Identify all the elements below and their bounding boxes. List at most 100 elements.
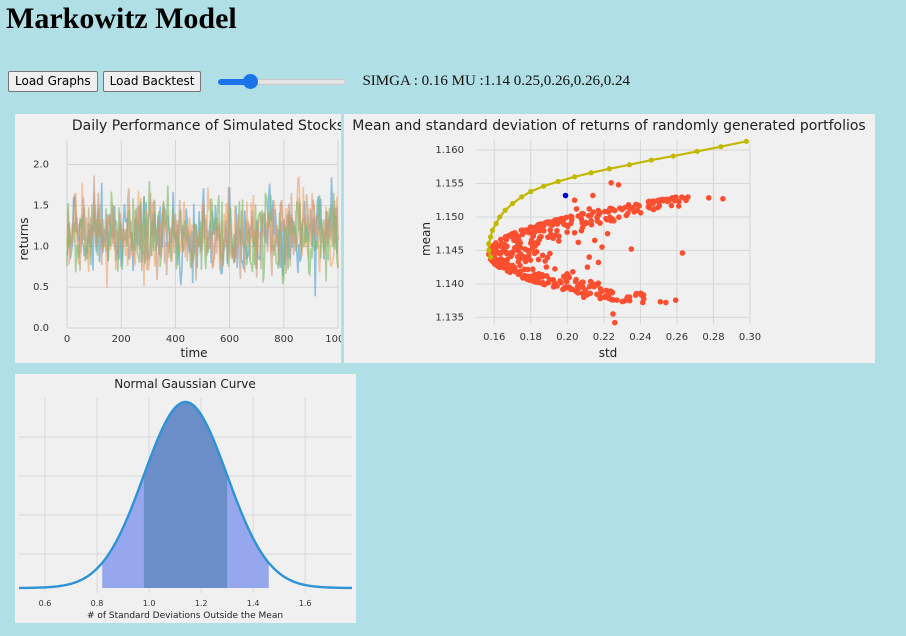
x-tick-label: 400	[166, 334, 185, 345]
y-axis-label: returns	[17, 218, 31, 261]
portfolio-point	[628, 246, 635, 252]
frontier-point	[488, 254, 494, 260]
portfolio-point	[637, 209, 644, 216]
x-axis-label: std	[599, 346, 618, 360]
frontier-point	[694, 148, 700, 154]
portfolio-point	[591, 283, 597, 290]
frontier-point	[519, 194, 525, 200]
y-tick-label: 1.150	[435, 212, 464, 223]
sigma-mu-readout: SIMGA : 0.16 MU :1.14 0.25,0.26,0.26,0.2…	[362, 72, 630, 89]
portfolio-point	[625, 202, 632, 208]
load-backtest-button[interactable]: Load Backtest	[102, 70, 202, 92]
portfolio-point	[685, 194, 691, 200]
portfolio-point	[660, 196, 667, 203]
frontier-point	[502, 207, 508, 213]
sigma-slider[interactable]	[218, 71, 347, 91]
frontier-point	[743, 138, 749, 144]
portfolio-point	[515, 258, 522, 265]
portfolio-point	[620, 298, 627, 305]
portfolio-point	[590, 209, 597, 215]
x-tick-label: 0.8	[91, 599, 104, 608]
portfolio-point	[503, 259, 510, 266]
portfolio-point	[535, 256, 542, 263]
y-tick-label: 1.135	[435, 312, 464, 323]
portfolio-point	[547, 227, 553, 233]
x-tick-label: 0.20	[556, 332, 578, 343]
portfolio-point	[493, 240, 499, 246]
portfolio-point	[608, 180, 614, 186]
portfolio-point	[617, 205, 623, 211]
portfolio-point	[535, 240, 541, 247]
portfolio-point	[612, 319, 618, 326]
slider-fill	[218, 79, 255, 85]
portfolio-point	[527, 224, 534, 230]
portfolio-point	[529, 245, 536, 252]
portfolio-point	[556, 238, 562, 244]
portfolio-point	[591, 237, 598, 244]
portfolio-point	[539, 280, 546, 287]
frontier-point	[493, 221, 499, 227]
portfolio-point	[602, 294, 608, 301]
y-tick-label: 1.155	[435, 178, 464, 189]
gaussian-curve	[19, 400, 352, 590]
portfolio-point	[594, 291, 600, 298]
slider-thumb[interactable]	[243, 74, 259, 89]
load-graphs-button[interactable]: Load Graphs	[8, 70, 98, 92]
portfolio-point	[656, 199, 662, 205]
portfolio-point	[491, 249, 497, 256]
x-tick-label: 1.4	[247, 599, 260, 608]
x-tick-label: 200	[112, 334, 131, 345]
portfolio-point	[575, 239, 582, 246]
x-tick-label: 0.6	[39, 599, 52, 608]
portfolio-point	[561, 273, 567, 280]
portfolio-point	[624, 294, 631, 300]
portfolio-point	[585, 212, 592, 219]
portfolio-point	[556, 233, 562, 239]
portfolio-point	[609, 289, 616, 296]
portfolio-point	[500, 247, 506, 254]
chart-title: Normal Gaussian Curve	[114, 377, 256, 391]
x-tick-label: 1.2	[195, 599, 208, 608]
frontier-point	[497, 214, 503, 220]
portfolio-point	[720, 195, 726, 202]
portfolio-point	[603, 287, 610, 294]
portfolio-point	[679, 250, 686, 256]
portfolio-scatter-panel: Mean and standard deviation of returns o…	[344, 114, 875, 363]
y-tick-label: 1.160	[435, 145, 464, 156]
frontier-point	[555, 178, 561, 185]
std-band-area	[143, 402, 228, 588]
portfolio-point	[599, 288, 605, 295]
portfolio-point	[616, 214, 622, 220]
y-axis-label: mean	[419, 222, 433, 256]
portfolio-point	[663, 299, 669, 306]
x-axis-label: time	[180, 346, 207, 360]
portfolio-point	[595, 207, 602, 214]
portfolio-point	[537, 234, 543, 241]
x-axis-label: # of Standard Deviations Outside the Mea…	[87, 611, 283, 621]
portfolio-point	[523, 273, 530, 280]
portfolio-point	[640, 296, 647, 302]
x-tick-label: 1000	[325, 334, 341, 345]
portfolio-point	[531, 250, 538, 257]
portfolio-point	[570, 269, 576, 275]
portfolio-point	[539, 252, 546, 259]
portfolio-point	[528, 277, 535, 284]
portfolio-point	[633, 201, 639, 208]
x-tick-label: 0.24	[629, 332, 651, 343]
portfolio-point	[650, 198, 656, 204]
portfolio-point	[631, 209, 637, 215]
portfolio-point	[565, 273, 572, 279]
portfolio-point	[606, 206, 613, 212]
portfolio-point	[594, 218, 601, 224]
portfolio-point	[495, 263, 501, 269]
frontier-point	[588, 170, 594, 176]
portfolio-point	[526, 249, 532, 255]
portfolio-point	[536, 271, 542, 277]
portfolio-point	[623, 212, 630, 219]
gaussian-panel: Normal Gaussian Curve 0.6 0.8 1.0 1.2 1.4 1.6…	[15, 374, 356, 623]
portfolio-point	[564, 229, 570, 235]
portfolio-point	[533, 223, 540, 230]
portfolio-point	[523, 227, 530, 233]
portfolio-point	[505, 233, 511, 239]
gaussian-chart: Normal Gaussian Curve 0.6 0.8 1.0 1.2 1.4 1.6…	[19, 377, 352, 621]
